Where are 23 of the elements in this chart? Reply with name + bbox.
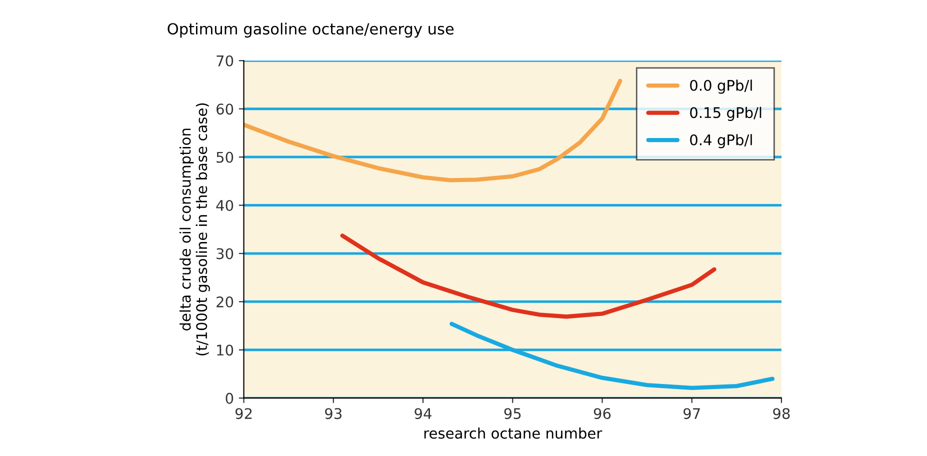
x-tick-label: 95: [504, 408, 521, 420]
y-tick-label: 10: [217, 344, 234, 356]
x-tick-label: 94: [414, 408, 432, 420]
x-axis-title: research octane number: [424, 427, 602, 439]
legend-label: 0.4 gPb/l: [690, 134, 752, 148]
x-tick-label: 92: [235, 408, 252, 420]
line-series: [340, 234, 716, 319]
line-series: [244, 78, 622, 182]
y-tick-label: 60: [216, 104, 234, 115]
y-tick-label: 70: [216, 55, 234, 66]
x-tick-label: 97: [683, 408, 700, 420]
chart-title: Optimum gasoline octane/energy use: [168, 22, 454, 38]
y-axis-title: delta crude oil consumption (t/1000t gasoline in the base case): [180, 103, 210, 356]
x-tick-label: 93: [325, 408, 342, 420]
y-tick-label: 20: [216, 296, 234, 308]
x-tick-label: 98: [773, 408, 790, 420]
y-tick-label: 30: [216, 248, 234, 260]
legend-label: 0.0 gPb/l: [690, 80, 752, 94]
x-tick-label: 96: [594, 408, 611, 420]
y-tick-label: 50: [216, 152, 234, 163]
y-tick-label: 40: [216, 200, 234, 212]
y-tick-label: 0: [226, 392, 234, 404]
legend-label: 0.15 gPb/l: [690, 106, 762, 121]
